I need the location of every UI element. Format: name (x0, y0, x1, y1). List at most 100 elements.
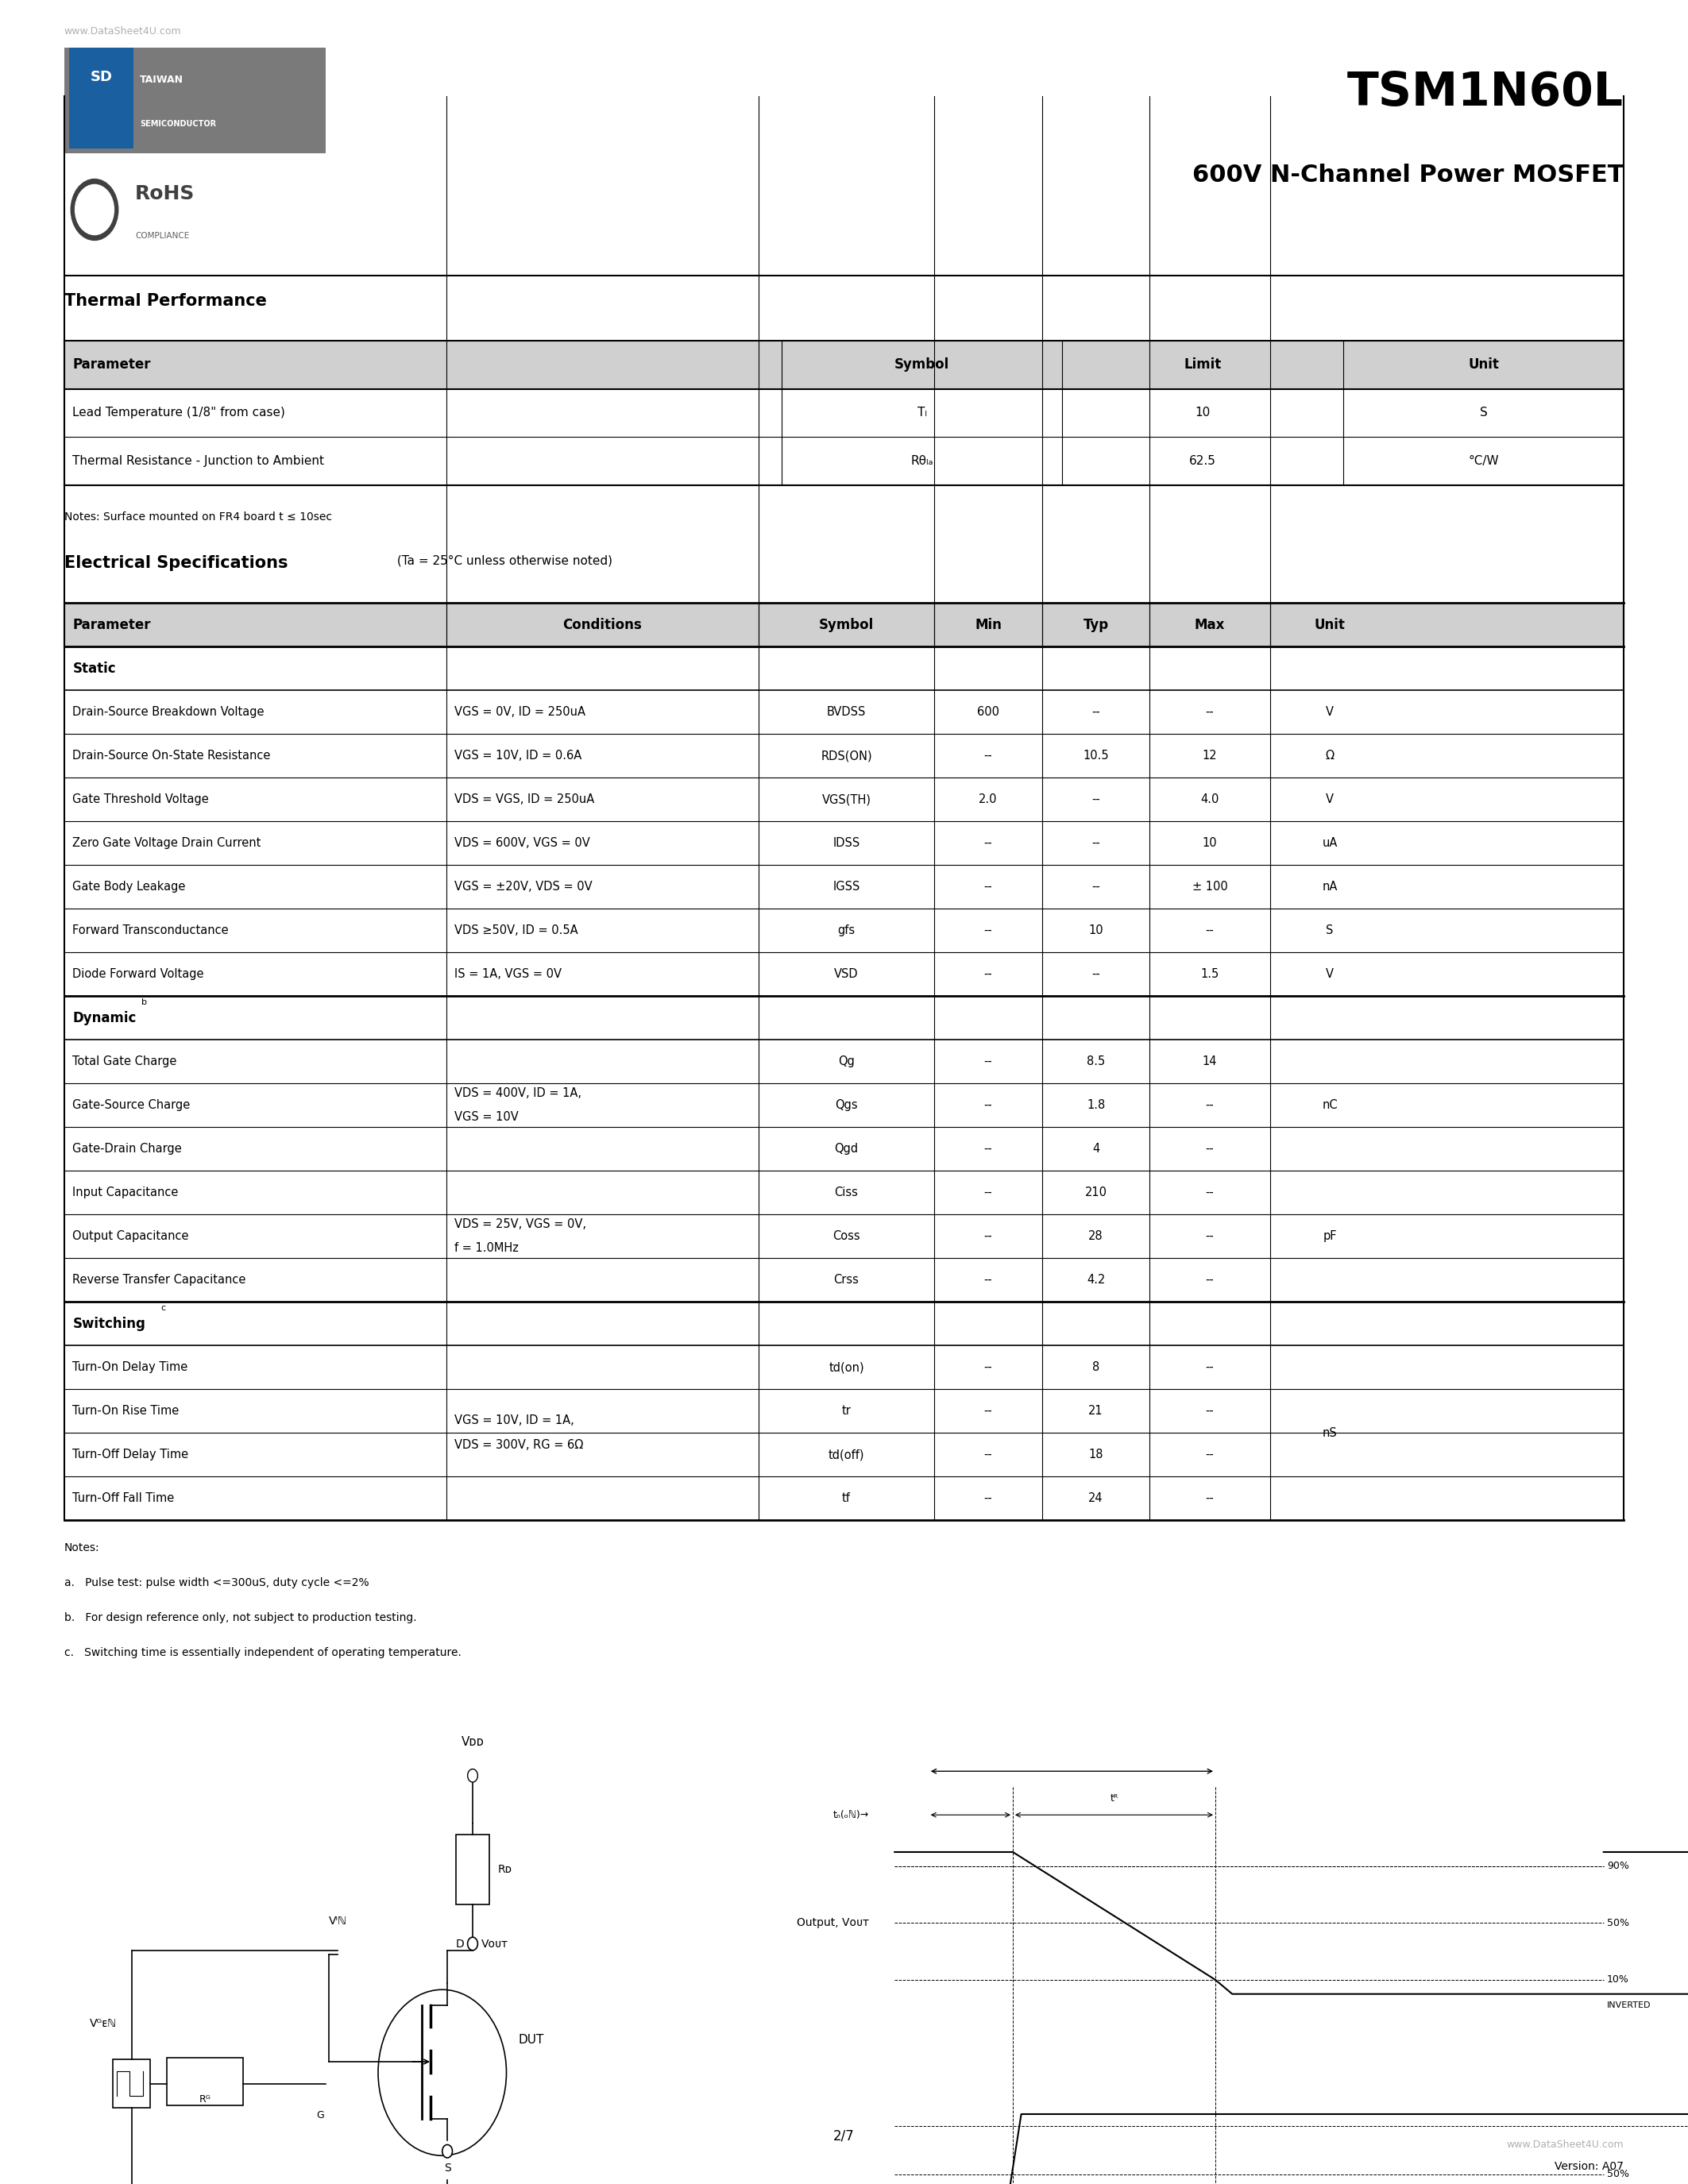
Bar (64, 778, 1624, 821)
Text: VDS ≥50V, ID = 0.5A: VDS ≥50V, ID = 0.5A (454, 924, 579, 937)
Text: 2/7: 2/7 (834, 2129, 854, 2143)
Bar (64, 996, 1624, 1040)
Bar (64, 1083, 1624, 1127)
Text: Crss: Crss (834, 1273, 859, 1286)
Text: --: -- (1205, 1404, 1214, 1417)
Text: Parameter: Parameter (73, 618, 150, 631)
Bar (64, 1476, 1624, 1520)
Text: --: -- (984, 1273, 993, 1286)
Text: 210: 210 (1085, 1186, 1107, 1199)
Text: VGS = 10V: VGS = 10V (454, 1112, 518, 1123)
Text: www.DataSheet4U.com: www.DataSheet4U.com (64, 26, 181, 37)
Text: Unit: Unit (1469, 358, 1499, 371)
Text: °C/W: °C/W (1469, 454, 1499, 467)
Text: 10: 10 (1195, 406, 1210, 419)
Text: td(off): td(off) (829, 1448, 864, 1461)
Bar (64, 1258, 1624, 1302)
Text: Diode Forward Voltage: Diode Forward Voltage (73, 968, 204, 981)
Text: b.   For design reference only, not subject to production testing.: b. For design reference only, not subjec… (64, 1612, 417, 1623)
Bar (64, 1214, 1624, 1258)
Text: --: -- (984, 1230, 993, 1243)
Text: 1.5: 1.5 (1200, 968, 1219, 981)
Text: BVDSS: BVDSS (827, 705, 866, 719)
Text: VGS = 0V, ID = 250uA: VGS = 0V, ID = 250uA (454, 705, 586, 719)
Text: Output Capacitance: Output Capacitance (73, 1230, 189, 1243)
Text: Lead Temperature (1/8" from case): Lead Temperature (1/8" from case) (73, 406, 285, 419)
Text: b: b (142, 998, 147, 1007)
Bar (456, 1835, 490, 1904)
Text: td(on): td(on) (829, 1361, 864, 1374)
Text: Ciss: Ciss (834, 1186, 858, 1199)
Text: --: -- (984, 1186, 993, 1199)
Text: tf: tf (842, 1492, 851, 1505)
Text: Qgd: Qgd (834, 1142, 858, 1155)
Text: nC: nC (1322, 1099, 1337, 1112)
Text: Turn-Off Delay Time: Turn-Off Delay Time (73, 1448, 189, 1461)
Text: Static: Static (73, 662, 116, 675)
Bar (113, 2060, 150, 2108)
Text: --: -- (1205, 1273, 1214, 1286)
Bar (64, 48, 326, 153)
Text: V: V (1325, 968, 1334, 981)
Text: tᴿ: tᴿ (1111, 1793, 1117, 1804)
Text: Drain-Source On-State Resistance: Drain-Source On-State Resistance (73, 749, 270, 762)
Text: Pb: Pb (88, 205, 101, 214)
Text: VDS = VGS, ID = 250uA: VDS = VGS, ID = 250uA (454, 793, 594, 806)
Text: Qgs: Qgs (836, 1099, 858, 1112)
Text: Rᴅ: Rᴅ (498, 1863, 511, 1876)
Text: 10%: 10% (1607, 1974, 1629, 1985)
Text: 10.5: 10.5 (1084, 749, 1109, 762)
Bar (64, 690, 1624, 734)
Text: nA: nA (1322, 880, 1337, 893)
Circle shape (468, 1937, 478, 1950)
Text: Max: Max (1195, 618, 1225, 631)
Text: --: -- (1205, 1230, 1214, 1243)
Text: Vᴵℕ: Vᴵℕ (329, 1915, 346, 1926)
Text: Drain-Source Breakdown Voltage: Drain-Source Breakdown Voltage (73, 705, 265, 719)
Text: DUT: DUT (518, 2033, 544, 2046)
Bar (64, 603, 1624, 646)
Bar (64, 734, 1624, 778)
Text: 50%: 50% (1607, 1918, 1629, 1928)
Text: 24: 24 (1089, 1492, 1104, 1505)
Text: --: -- (1205, 1099, 1214, 1112)
Text: Qg: Qg (837, 1055, 854, 1068)
Text: 62.5: 62.5 (1190, 454, 1215, 467)
Text: Rᴳ: Rᴳ (199, 2094, 211, 2105)
Text: Symbol: Symbol (819, 618, 874, 631)
Text: Input Capacitance: Input Capacitance (73, 1186, 179, 1199)
Text: Typ: Typ (1084, 618, 1109, 631)
Text: --: -- (984, 880, 993, 893)
Text: 28: 28 (1089, 1230, 1104, 1243)
Text: www.DataSheet4U.com: www.DataSheet4U.com (1507, 2140, 1624, 2149)
Text: VSD: VSD (834, 968, 859, 981)
Text: 600V N-Channel Power MOSFET: 600V N-Channel Power MOSFET (1192, 164, 1624, 188)
Text: VDS = 600V, VGS = 0V: VDS = 600V, VGS = 0V (454, 836, 591, 850)
Text: a.   Pulse test: pulse width <=300uS, duty cycle <=2%: a. Pulse test: pulse width <=300uS, duty… (64, 1577, 370, 1588)
Text: COMPLIANCE: COMPLIANCE (135, 232, 189, 240)
Bar (64, 1345, 1624, 1389)
Text: --: -- (984, 1404, 993, 1417)
Text: 8: 8 (1092, 1361, 1099, 1374)
Text: --: -- (1205, 1361, 1214, 1374)
Text: --: -- (1205, 1492, 1214, 1505)
Bar (64, 646, 1624, 690)
Text: S: S (1327, 924, 1334, 937)
Text: Parameter: Parameter (73, 358, 150, 371)
Text: tₙ(ₒℕ)→: tₙ(ₒℕ)→ (834, 1811, 869, 1819)
Text: Turn-On Delay Time: Turn-On Delay Time (73, 1361, 187, 1374)
Bar (64, 1302, 1624, 1345)
Text: Turn-Off Fall Time: Turn-Off Fall Time (73, 1492, 174, 1505)
Text: --: -- (984, 749, 993, 762)
Text: Vᴳᴇℕ: Vᴳᴇℕ (89, 2018, 116, 2029)
Text: --: -- (1092, 880, 1101, 893)
Text: 10: 10 (1202, 836, 1217, 850)
Circle shape (76, 186, 113, 234)
Text: Version: A07: Version: A07 (1555, 2160, 1624, 2173)
Text: --: -- (984, 1099, 993, 1112)
Text: (Ta = 25°C unless otherwise noted): (Ta = 25°C unless otherwise noted) (393, 555, 613, 566)
Text: Gate Body Leakage: Gate Body Leakage (73, 880, 186, 893)
Text: --: -- (1205, 924, 1214, 937)
Text: --: -- (984, 1492, 993, 1505)
Text: Gate Threshold Voltage: Gate Threshold Voltage (73, 793, 209, 806)
